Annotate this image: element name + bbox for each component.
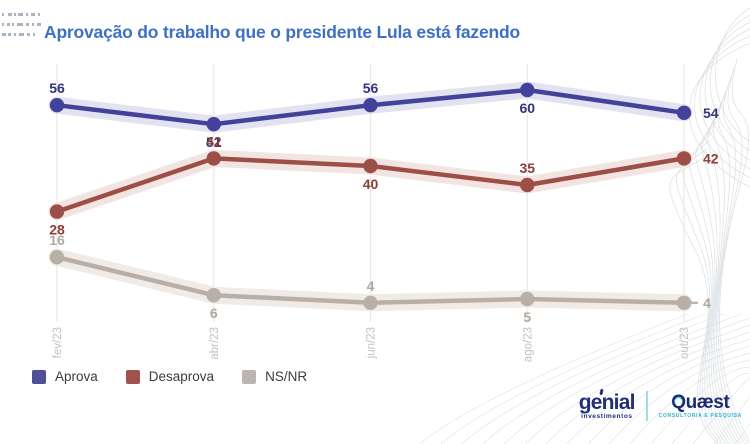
data-label: 4 [703, 295, 711, 311]
data-label: 40 [363, 176, 379, 192]
legend-label-aprova: Aprova [55, 369, 98, 384]
genial-wordmark: genial [579, 388, 635, 413]
data-label: 51 [206, 134, 222, 150]
data-label: 42 [206, 133, 222, 149]
data-point [363, 98, 378, 113]
data-point [676, 105, 692, 121]
data-point [520, 82, 535, 98]
data-point [49, 98, 65, 113]
quaest-wordmark: Quæst [671, 392, 730, 413]
data-point [363, 295, 378, 310]
data-label: 42 [703, 150, 719, 166]
x-axis-label: ago/23 [522, 327, 534, 362]
data-point [206, 288, 221, 303]
data-label: 6 [210, 305, 218, 321]
data-point [520, 291, 535, 307]
data-point [206, 151, 221, 166]
data-label: 35 [519, 160, 535, 176]
legend-label-nsnr: NS/NR [265, 369, 308, 384]
quaest-subtitle: CONSULTORIA E PESQUISA [658, 413, 742, 419]
legend-item-desaprova: Desaprova [125, 369, 215, 384]
data-label: 28 [49, 222, 65, 238]
series-aprova: 56 51 56 60 54 [48, 80, 719, 150]
quaest-logo: Quæst CONSULTORIA E PESQUISA [659, 393, 742, 419]
legend-swatch-nsnr [242, 369, 257, 384]
data-label: 5 [523, 309, 531, 325]
branding-footer: genial investimentos Quæst CONSULTORIA E… [579, 388, 742, 421]
x-axis-label: abr/23 [209, 327, 221, 360]
data-label: 4 [367, 278, 375, 294]
data-label: 54 [703, 105, 719, 121]
series-desaprova: 28 42 40 35 42 [48, 133, 719, 238]
barcode-decoration [2, 13, 41, 36]
legend-swatch-aprova [32, 369, 46, 384]
logo-divider [645, 391, 648, 421]
data-point [49, 204, 65, 219]
data-label: 16 [49, 232, 65, 248]
legend-swatch-desaprova [125, 369, 140, 384]
x-axis-label: out/23 [679, 327, 691, 359]
legend-item-nsnr: NS/NR [242, 369, 307, 384]
data-point [520, 177, 535, 193]
data-label: 56 [49, 80, 65, 96]
chart-legend: Aprova Desaprova NS/NR [32, 369, 307, 384]
data-point [206, 117, 221, 132]
x-axis-label: jun/23 [366, 327, 378, 359]
genial-subtitle: investimentos [581, 412, 633, 420]
data-point [49, 250, 65, 265]
data-label: 60 [519, 100, 535, 116]
x-axis-label: fev/23 [52, 327, 64, 358]
series-nsnr: 16 6 4 5 4 [48, 232, 711, 325]
page-title: Aprovação do trabalho que o presidente L… [44, 22, 520, 42]
x-axis-labels: fev/23 abr/23 jun/23 ago/23 out/23 [52, 327, 691, 362]
data-point [676, 151, 692, 166]
legend-label-desaprova: Desaprova [148, 369, 215, 384]
genial-logo: genial investimentos [579, 388, 635, 421]
data-point [676, 295, 692, 310]
legend-item-aprova: Aprova [32, 369, 98, 384]
data-point [363, 158, 378, 174]
data-label: 56 [363, 80, 379, 96]
